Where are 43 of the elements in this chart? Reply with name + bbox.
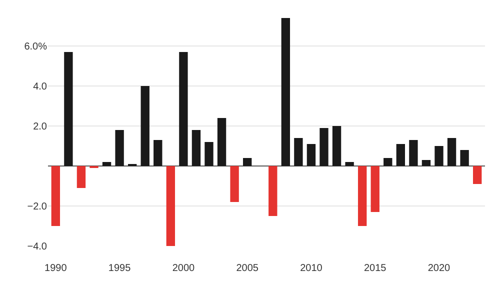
bar	[242, 158, 252, 166]
x-tick-label: 2005	[236, 263, 259, 274]
bar	[140, 86, 150, 166]
bar	[115, 130, 124, 166]
bar	[166, 166, 176, 246]
bar	[230, 166, 239, 202]
bar	[370, 166, 380, 212]
x-tick-label: 2010	[300, 263, 323, 274]
bar	[434, 146, 444, 166]
x-tick-label: 2015	[364, 263, 387, 274]
bar	[396, 144, 406, 166]
y-tick-label: −2.0	[27, 202, 48, 212]
bar	[332, 126, 342, 166]
y-tick-label: 6.0%	[24, 42, 48, 52]
bar	[217, 118, 226, 166]
bar	[179, 52, 188, 166]
y-tick-label: 2.0	[33, 122, 48, 132]
bar	[422, 160, 431, 166]
bar	[154, 140, 162, 166]
y-tick-label: −4.0	[27, 242, 48, 252]
x-tick-label: 2000	[172, 263, 195, 274]
bar	[447, 138, 456, 166]
bar	[460, 150, 469, 166]
bar	[268, 166, 278, 216]
bar	[384, 158, 392, 166]
bar	[306, 144, 316, 166]
bar	[102, 162, 112, 166]
bar	[204, 142, 214, 166]
bar	[281, 18, 290, 166]
bar	[64, 52, 73, 166]
bar	[294, 138, 303, 166]
bar	[192, 130, 201, 166]
x-tick-label: 1995	[108, 263, 132, 274]
bar	[76, 166, 86, 188]
x-tick-label: 1990	[44, 263, 68, 274]
bar	[409, 140, 418, 166]
bar	[472, 166, 482, 184]
bar	[51, 166, 60, 226]
bar	[345, 162, 354, 166]
bar	[358, 166, 367, 226]
y-tick-label: 4.0	[33, 82, 48, 92]
bar	[320, 128, 328, 166]
x-tick-label: 2020	[428, 263, 451, 274]
